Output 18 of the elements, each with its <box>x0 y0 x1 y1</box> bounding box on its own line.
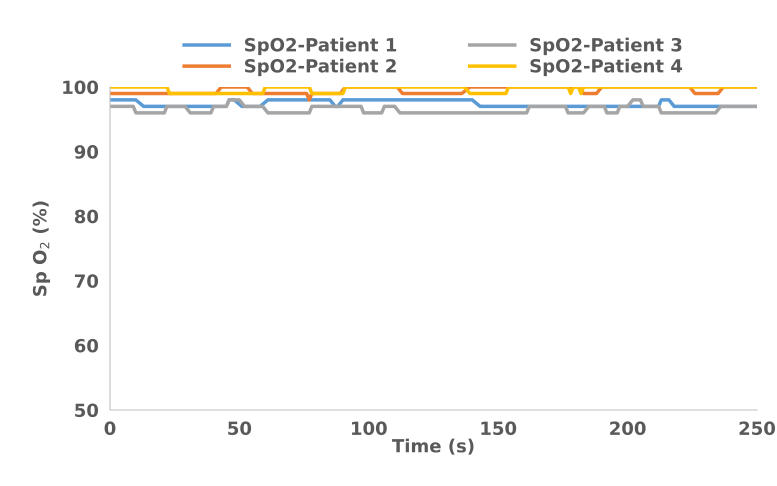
x-tick-label: 50 <box>228 421 252 436</box>
x-tick-label: 250 <box>740 421 775 436</box>
y-tick-label: 70 <box>74 274 98 288</box>
legend-label: SpO2-Patient 2 <box>245 58 396 76</box>
x-tick-label: 0 <box>104 421 116 436</box>
y-axis-title: Sp O$_{2}$ (%) <box>32 202 50 296</box>
y-tick-label: 50 <box>75 403 98 418</box>
x-axis-title: Time (s) <box>392 438 474 455</box>
x-tick-label: 100 <box>352 421 387 436</box>
x-tick-label: 200 <box>610 421 646 436</box>
legend-label: SpO2-Patient 4 <box>530 58 682 76</box>
legend-label: SpO2-Patient 3 <box>530 38 682 56</box>
y-tick-label: 90 <box>74 145 98 159</box>
y-tick-label: 100 <box>63 80 98 94</box>
y-tick-label: 60 <box>74 338 98 353</box>
y-tick-label: 80 <box>74 210 98 224</box>
legend-label: SpO2-Patient 1 <box>245 38 396 56</box>
x-tick-label: 150 <box>481 421 516 436</box>
